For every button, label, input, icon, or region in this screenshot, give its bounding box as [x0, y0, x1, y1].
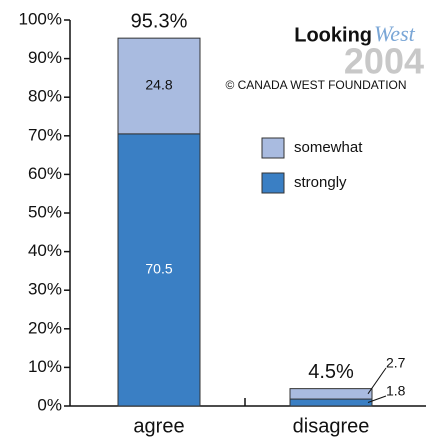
y-tick-label: 60%	[28, 164, 62, 183]
logo-script: West	[374, 21, 416, 46]
y-tick-label: 100%	[19, 9, 62, 28]
bar-segment	[117, 133, 201, 407]
y-tick-label: 40%	[28, 241, 62, 260]
legend-swatch	[261, 172, 285, 194]
logo-year: 2004	[344, 41, 424, 82]
y-tick-label: 20%	[28, 318, 62, 337]
y-tick-label: 80%	[28, 87, 62, 106]
y-tick-label: 90%	[28, 48, 62, 67]
logo-word: Looking	[294, 24, 372, 46]
value-label: 70.5	[145, 261, 172, 277]
y-tick-label: 50%	[28, 202, 62, 221]
legend-label: strongly	[294, 174, 347, 191]
logo-credit: © CANADA WEST FOUNDATION	[225, 78, 406, 92]
y-tick-label: 10%	[28, 357, 62, 376]
bar-segment	[289, 398, 373, 407]
y-tick-label: 30%	[28, 280, 62, 299]
legend-swatch	[261, 137, 285, 159]
value-label: 24.8	[145, 77, 172, 93]
x-tick-label: agree	[133, 415, 184, 437]
total-label: 95.3%	[131, 10, 188, 32]
leader-line	[367, 367, 387, 395]
y-tick-label: 70%	[28, 125, 62, 144]
total-label: 4.5%	[308, 361, 354, 383]
value-label: 1.8	[386, 383, 406, 399]
bar-segment	[289, 388, 373, 400]
y-tick-label: 0%	[37, 395, 62, 414]
legend-label: somewhat	[294, 139, 363, 156]
value-label: 2.7	[386, 355, 406, 371]
leader-line	[367, 395, 387, 403]
x-tick-label: disagree	[293, 415, 370, 437]
bar-segment	[117, 37, 201, 135]
